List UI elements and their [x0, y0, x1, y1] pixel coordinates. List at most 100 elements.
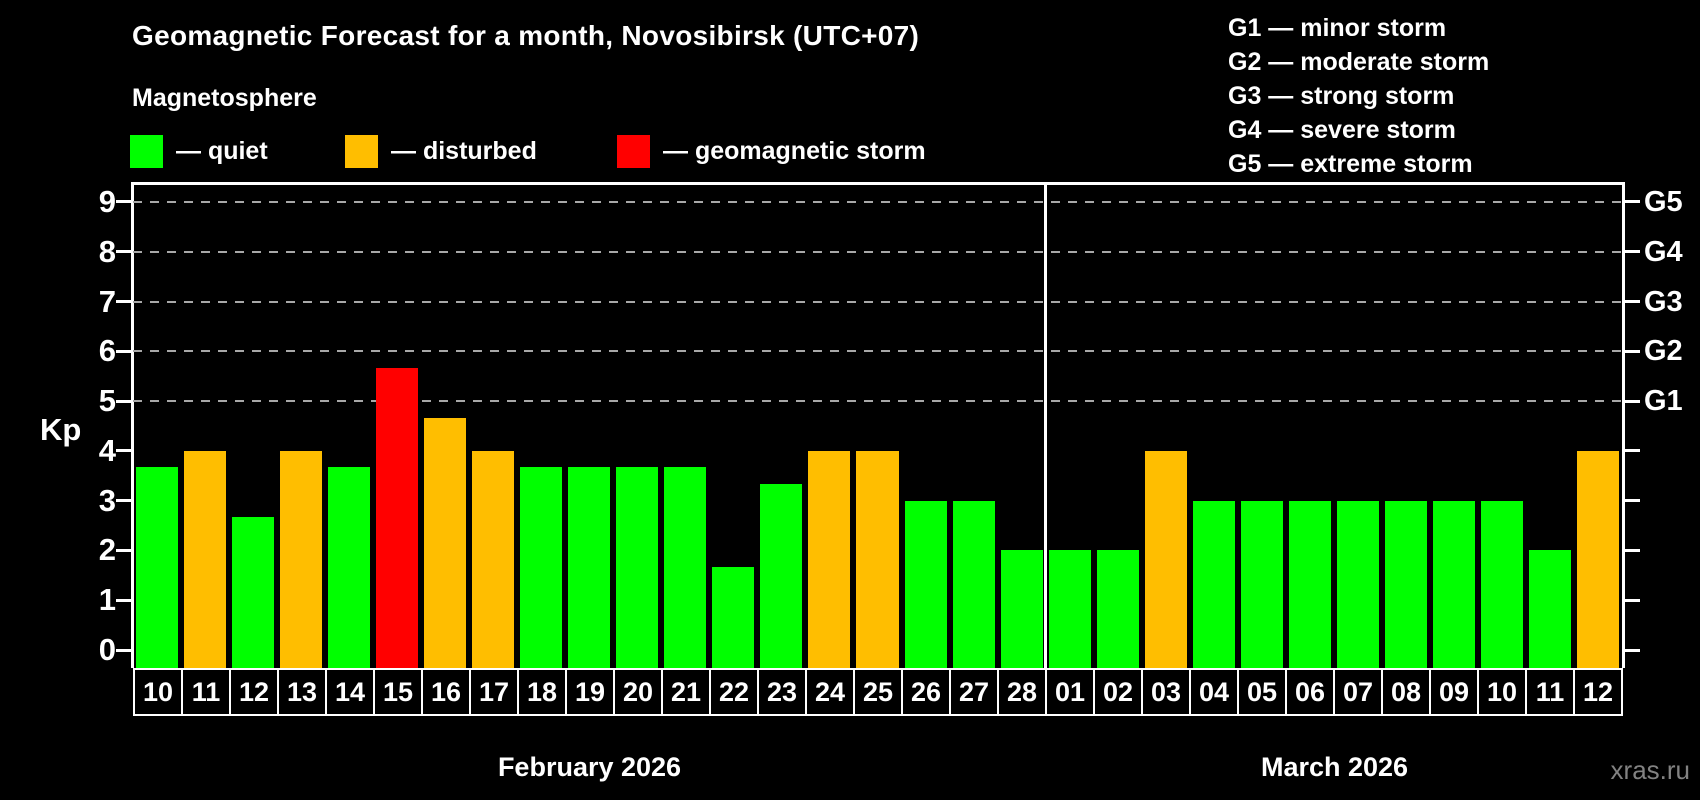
date-cell: 27	[949, 668, 999, 716]
tick-mark	[116, 399, 131, 403]
kp-bar	[904, 500, 947, 668]
kp-bar	[1384, 500, 1427, 668]
quiet-swatch-icon	[130, 135, 163, 168]
date-cell: 10	[1477, 668, 1527, 716]
plot-area	[116, 184, 1640, 668]
g-legend-line: G3 — strong storm	[1228, 82, 1455, 110]
y-axis-label: 1	[98, 582, 116, 618]
kp-bar	[760, 484, 803, 668]
legend-label-storm: — geomagnetic storm	[663, 137, 926, 165]
date-cell: 08	[1381, 668, 1431, 716]
y-axis-label: 9	[98, 183, 116, 219]
gridline-g5	[133, 200, 1622, 203]
kp-bar	[1480, 500, 1523, 668]
tick-mark	[116, 300, 131, 304]
watermark: xras.ru	[1610, 755, 1690, 785]
kp-bar	[568, 467, 611, 668]
kp-bar	[616, 467, 659, 668]
month-divider-line	[1044, 184, 1048, 668]
gridline-g1	[133, 400, 1622, 403]
g-legend-line: G1 — minor storm	[1228, 14, 1447, 42]
g-axis-label: G4	[1644, 235, 1683, 268]
g-axis-label: G3	[1644, 285, 1683, 318]
g-axis-label: G5	[1644, 185, 1683, 218]
gridline-g2	[133, 350, 1622, 353]
date-cell: 23	[757, 668, 807, 716]
tick-mark	[116, 200, 131, 204]
plot-left-spine	[131, 182, 134, 668]
g-legend-line: G4 — severe storm	[1228, 116, 1456, 144]
tick-mark	[116, 250, 131, 254]
kp-bar	[664, 467, 707, 668]
kp-bar	[184, 450, 227, 668]
kp-bar	[1000, 550, 1043, 668]
tick-mark	[1625, 548, 1640, 552]
kp-bar	[1048, 550, 1091, 668]
date-cell: 14	[325, 668, 375, 716]
kp-bar	[1528, 550, 1571, 668]
y-axis-label: 2	[98, 532, 116, 568]
g-axis-label: G1	[1644, 385, 1683, 418]
legend-label-disturbed: — disturbed	[391, 137, 537, 165]
gridline-g3	[133, 300, 1622, 303]
tick-mark	[116, 648, 131, 652]
date-cell: 17	[469, 668, 519, 716]
g-legend-line: G5 — extreme storm	[1228, 150, 1473, 178]
tick-mark	[1625, 449, 1640, 453]
month-label-february: February 2026	[497, 752, 682, 782]
tick-mark	[1625, 250, 1640, 254]
kp-bar	[1240, 500, 1283, 668]
y-axis-label: 7	[98, 283, 116, 319]
kp-bar	[856, 450, 899, 668]
date-cell: 12	[229, 668, 279, 716]
date-cell: 04	[1189, 668, 1239, 716]
tick-mark	[116, 548, 131, 552]
kp-bar	[376, 367, 419, 668]
date-cell: 22	[709, 668, 759, 716]
date-cell: 07	[1333, 668, 1383, 716]
date-cell: 19	[565, 668, 615, 716]
legend-item-storm: — geomagnetic storm	[617, 135, 926, 168]
date-cell: 05	[1237, 668, 1287, 716]
kp-bar	[280, 450, 323, 668]
kp-bar	[1576, 450, 1619, 668]
kp-bar	[232, 517, 275, 668]
date-axis-row: 10 11 12 13 14 15 16 17 18 19 20 21 22 23 24 25 26 27 28 01…	[133, 668, 1623, 716]
plot-top-spine	[131, 182, 1625, 185]
y-axis-label: 6	[98, 333, 116, 369]
date-cell: 06	[1285, 668, 1335, 716]
legend-label-quiet: — quiet	[176, 137, 268, 165]
tick-mark	[1625, 399, 1640, 403]
kp-bar	[1096, 550, 1139, 668]
date-cell: 24	[805, 668, 855, 716]
date-cell: 26	[901, 668, 951, 716]
kp-bar	[136, 467, 179, 668]
kp-bar	[712, 566, 755, 668]
kp-bar	[1144, 450, 1187, 668]
date-cell: 25	[853, 668, 903, 716]
date-cell: 16	[421, 668, 471, 716]
date-cell: 10	[133, 668, 183, 716]
date-cell: 01	[1045, 668, 1095, 716]
kp-bar	[952, 500, 995, 668]
kp-bar	[1336, 500, 1379, 668]
legend-item-disturbed: — disturbed	[345, 135, 537, 168]
tick-mark	[116, 598, 131, 602]
y-axis-title: Kp	[40, 412, 82, 447]
kp-bar	[1432, 500, 1475, 668]
y-axis-label: 3	[98, 482, 116, 518]
date-cell: 28	[997, 668, 1047, 716]
legend-item-quiet: — quiet	[130, 135, 268, 168]
g-legend-line: G2 — moderate storm	[1228, 48, 1490, 76]
date-cell: 03	[1141, 668, 1191, 716]
kp-bar	[1288, 500, 1331, 668]
kp-bar	[424, 417, 467, 668]
g-scale-legend: G1 — minor storm G2 — moderate storm G3 …	[1228, 11, 1489, 181]
tick-mark	[116, 499, 131, 503]
month-label-march: March 2026	[1260, 752, 1409, 782]
date-cell: 11	[1525, 668, 1575, 716]
tick-mark	[116, 449, 131, 453]
date-cell: 11	[181, 668, 231, 716]
date-cell: 15	[373, 668, 423, 716]
